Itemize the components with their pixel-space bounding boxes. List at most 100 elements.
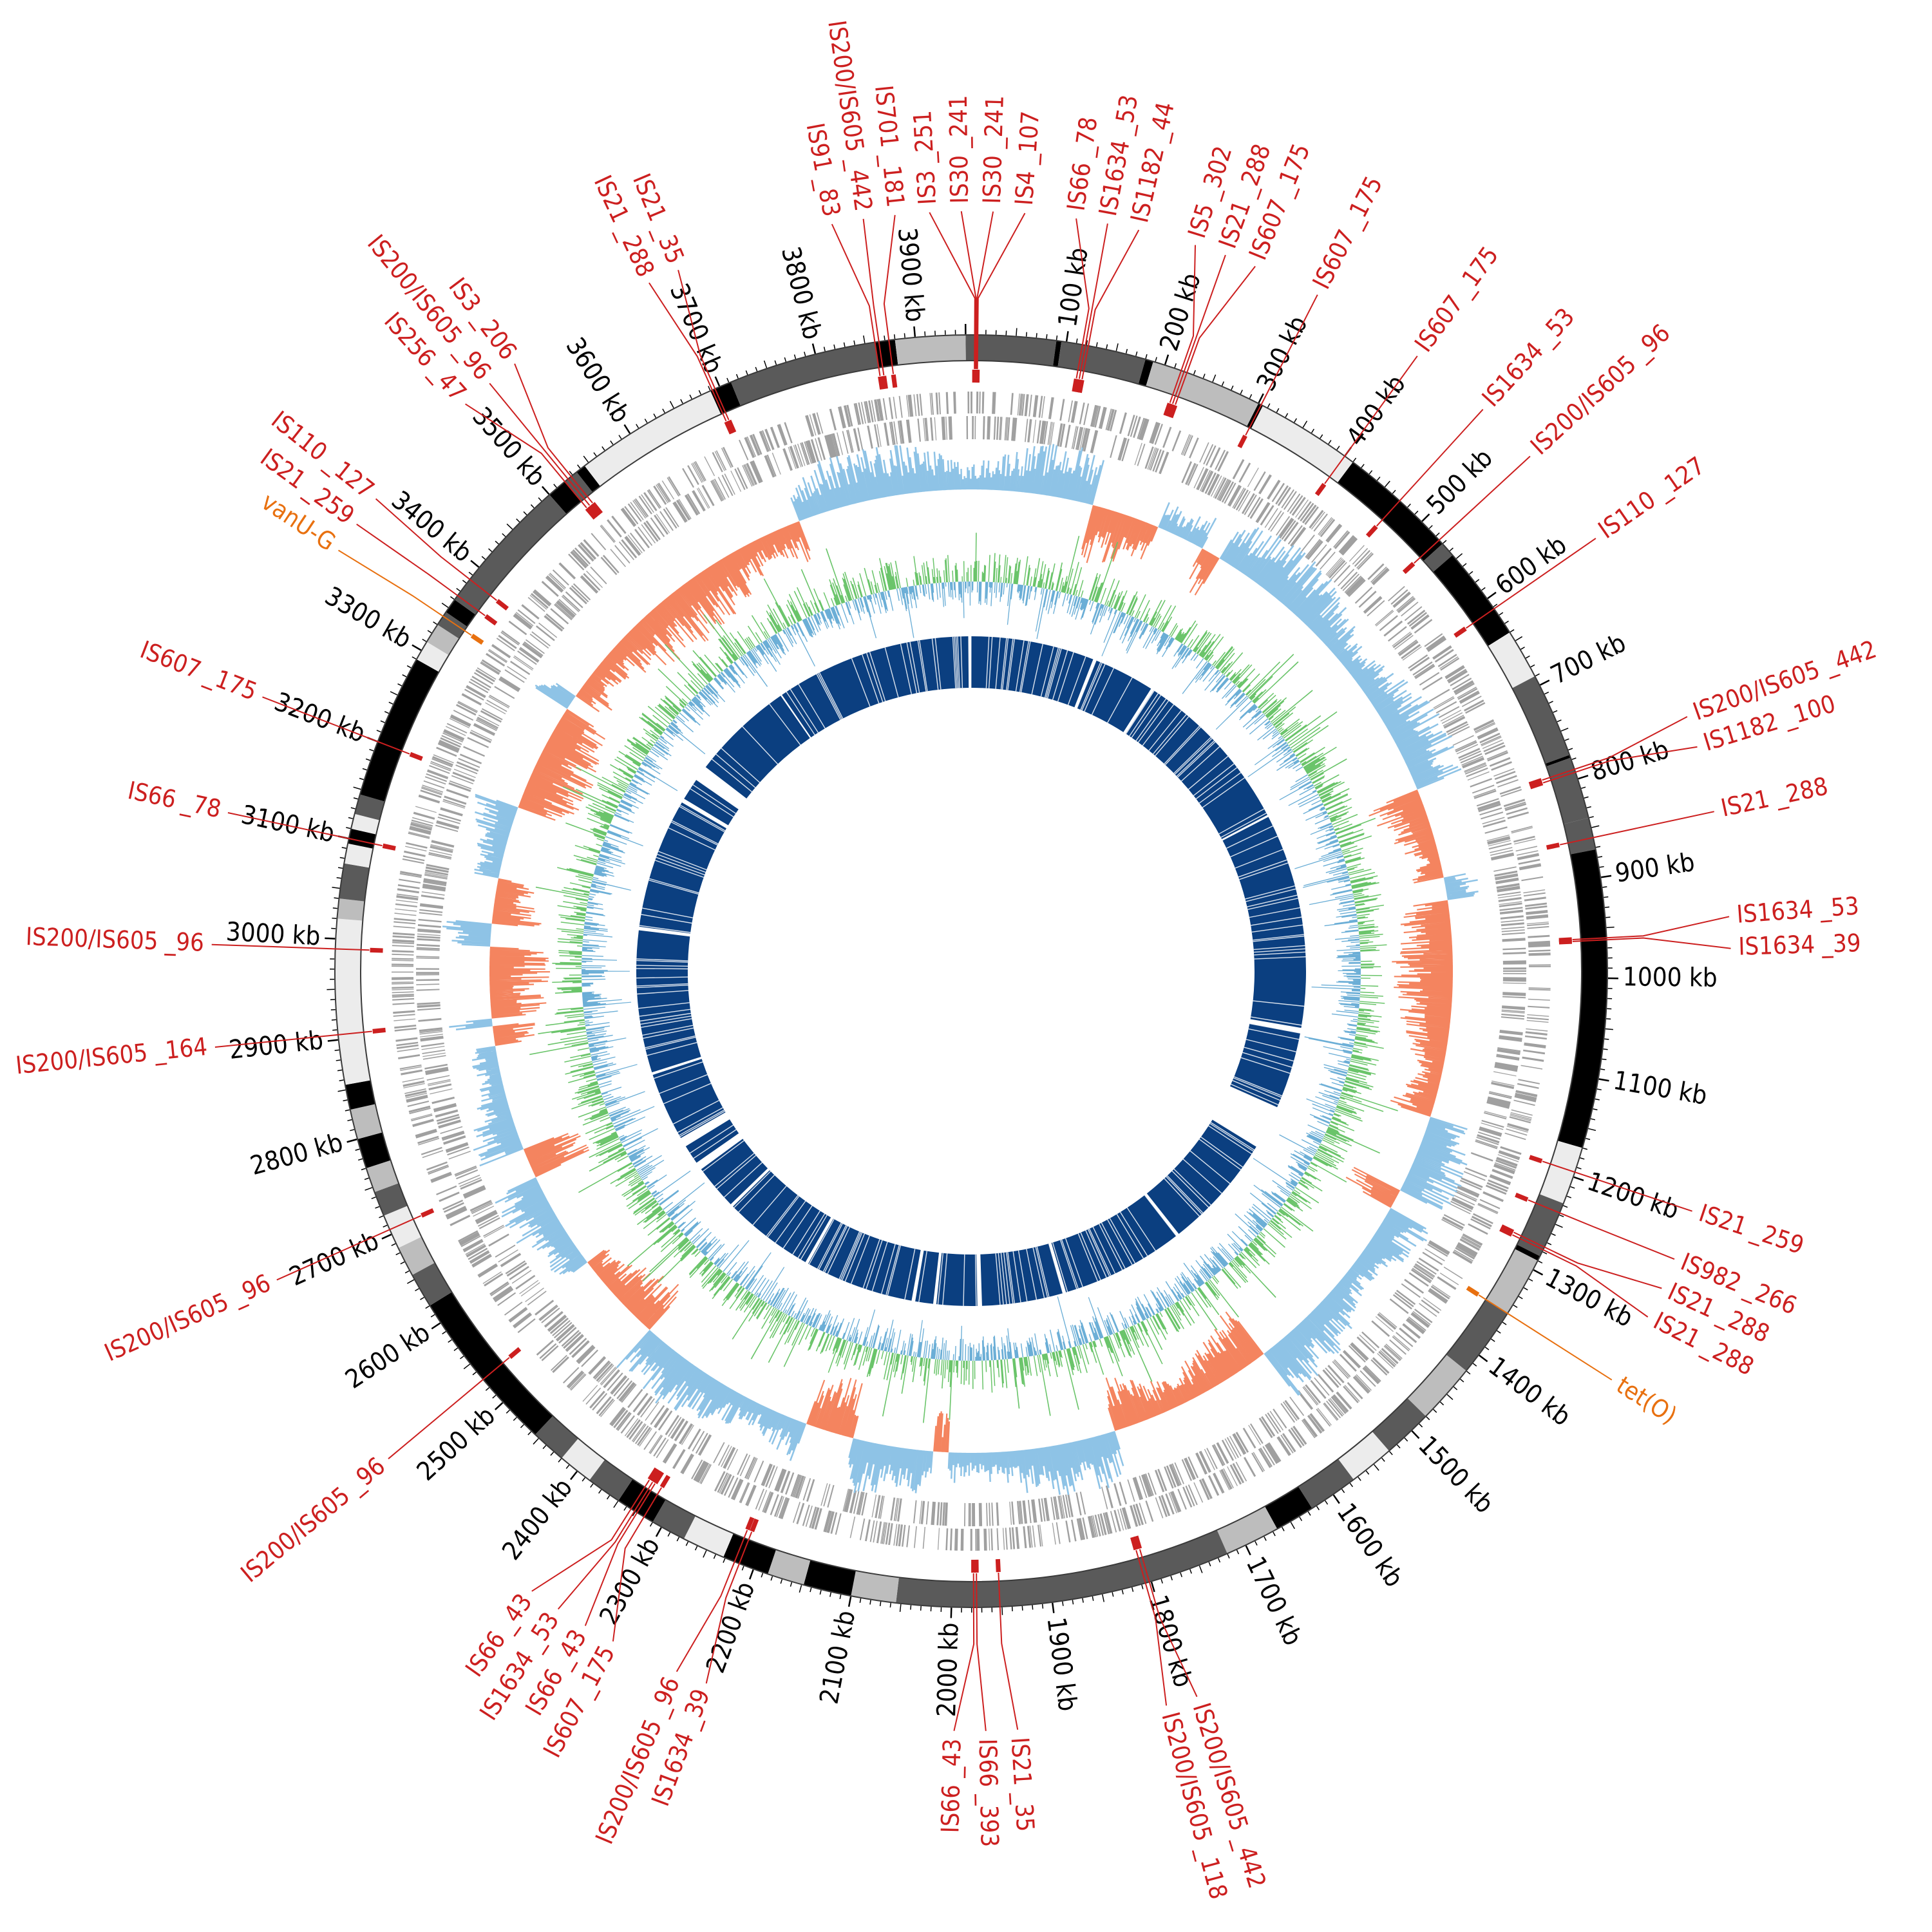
- scale-tick: [1577, 1167, 1582, 1170]
- annotation-leader: [557, 1481, 654, 1610]
- scale-label: 2100 kb: [814, 1608, 861, 1707]
- contig-segment: [1486, 1249, 1538, 1314]
- contig-segment: [430, 1292, 553, 1435]
- scale-tick: [1468, 571, 1473, 575]
- scale-tick: [332, 917, 337, 920]
- blast-hit-block: [1051, 1195, 1177, 1293]
- scale-tick: [1276, 408, 1280, 413]
- scale-tick: [623, 1506, 627, 1511]
- gc-skew-positive: [489, 505, 1453, 1453]
- contig-segment: [357, 1132, 391, 1169]
- scale-tick: [420, 1296, 424, 1300]
- scale-label: 3400 kb: [386, 486, 478, 569]
- scale-tick: [1449, 547, 1454, 552]
- annotation-leader: [1245, 294, 1318, 436]
- contig-segment: [584, 390, 721, 487]
- scale-tick: [565, 1464, 570, 1469]
- scale-tick: [337, 1089, 346, 1092]
- scale-tick: [632, 1511, 636, 1517]
- annotation-leader: [375, 498, 497, 601]
- scale-tick: [520, 1424, 524, 1428]
- scale-label: 1500 kb: [1412, 1430, 1499, 1519]
- is-element-label: IS30 _241: [944, 95, 974, 204]
- scale-tick: [1407, 503, 1411, 508]
- is-element-label: IS607 _175: [1409, 242, 1504, 357]
- scale-tick: [1135, 351, 1138, 356]
- contig-segment: [1265, 1486, 1312, 1530]
- scale-tick: [1349, 1482, 1354, 1488]
- contig-segment: [1546, 757, 1589, 824]
- blast-hit-block: [1125, 690, 1267, 839]
- scale-tick: [1496, 1330, 1501, 1334]
- scale-label: 1300 kb: [1540, 1263, 1638, 1333]
- scale-tick: [1601, 875, 1612, 878]
- scale-tick: [506, 1410, 510, 1414]
- annotation-leader: [953, 1573, 975, 1731]
- scale-label: 500 kb: [1421, 443, 1499, 520]
- annotation-mark: [891, 374, 898, 388]
- scale-tick: [1221, 381, 1224, 386]
- contig-segment: [348, 828, 377, 849]
- is-element-label: IS66 _43: [936, 1738, 966, 1833]
- scale-tick: [1290, 1522, 1295, 1530]
- scale-tick: [1145, 354, 1148, 359]
- contig-segment: [1515, 1244, 1540, 1261]
- scale-tick: [1520, 647, 1525, 650]
- scale-tick: [1428, 525, 1433, 529]
- scale-label: 200 kb: [1154, 270, 1207, 355]
- contig-segment: [1433, 555, 1510, 647]
- scale-tick: [362, 768, 367, 771]
- scale-tick: [863, 335, 866, 344]
- scale-tick: [523, 511, 527, 516]
- scale-tick: [1419, 1423, 1423, 1428]
- scale-label: 300 kb: [1251, 311, 1314, 395]
- scale-tick: [1502, 1321, 1507, 1325]
- scale-tick: [1249, 393, 1253, 399]
- is-element-label: IS200/IS605 _96: [100, 1269, 275, 1367]
- scale-tick: [1189, 1569, 1192, 1574]
- annotation-leader: [1081, 229, 1140, 380]
- annotation-leader: [1465, 538, 1596, 629]
- annotation-mark: [1314, 482, 1327, 497]
- scale-tick: [1046, 334, 1048, 339]
- scale-tick: [763, 360, 768, 368]
- scale-tick: [542, 1444, 547, 1450]
- scale-tick: [371, 1197, 376, 1200]
- scale-tick: [1032, 1605, 1034, 1610]
- scale-label: 1000 kb: [1623, 962, 1718, 993]
- contig-segment: [1057, 341, 1146, 384]
- annotation-mark: [971, 1559, 976, 1573]
- annotation-leader: [612, 1487, 663, 1642]
- scale-tick: [1208, 1562, 1211, 1567]
- scale-tick: [412, 644, 422, 651]
- scale-tick: [853, 340, 856, 345]
- scale-tick: [390, 691, 398, 696]
- scale-tick: [899, 1604, 902, 1612]
- scale-tick: [441, 602, 449, 608]
- scale-tick: [1535, 673, 1540, 677]
- contig-segment: [576, 466, 601, 493]
- scale-tick: [1588, 1128, 1596, 1132]
- annotation-mark: [650, 1469, 662, 1483]
- scale-tick: [1581, 786, 1586, 789]
- scale-tick: [1472, 1363, 1477, 1367]
- contig-segment: [345, 1080, 375, 1110]
- scale-label: 900 kb: [1613, 848, 1696, 889]
- scale-tick: [1439, 1401, 1444, 1406]
- scale-tick: [327, 1039, 338, 1042]
- scale-tick: [1352, 457, 1357, 462]
- scale-tick: [1560, 727, 1569, 732]
- scale-tick: [412, 656, 417, 659]
- is-element-marks: [370, 370, 1573, 1573]
- scale-tick: [336, 1059, 341, 1061]
- scale-tick: [1593, 1108, 1598, 1111]
- contig-segment: [895, 335, 966, 365]
- scale-tick: [653, 413, 657, 418]
- contig-segment: [1446, 1299, 1508, 1371]
- scale-tick: [1600, 1068, 1605, 1070]
- scale-tick: [1530, 664, 1535, 668]
- contig-segment: [359, 659, 439, 802]
- scale-tick: [1586, 1137, 1591, 1141]
- scale-tick: [348, 817, 353, 819]
- annotation-mark: [1558, 939, 1573, 945]
